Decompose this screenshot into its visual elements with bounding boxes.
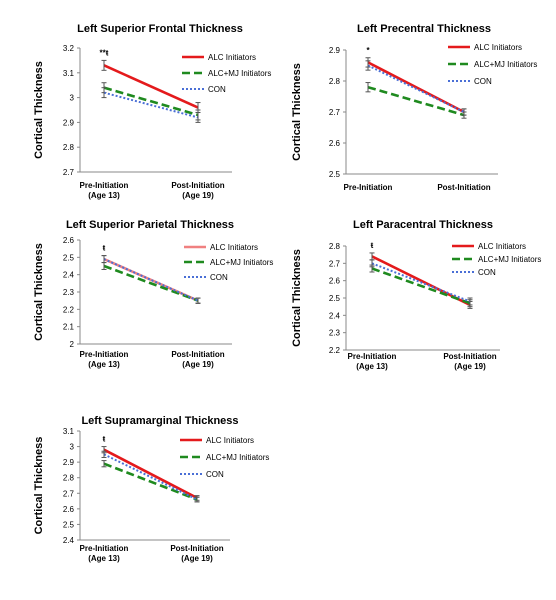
chart-2-y-tick-label: 2.8	[329, 77, 341, 86]
chart-4-series-line-2	[371, 267, 471, 305]
chart-1-legend-label-3: CON	[208, 85, 226, 94]
chart-2-legend-label-2: ALC+MJ Initiators	[474, 60, 537, 69]
chart-3-x-tick-label: Post-Initiation (Age 19)	[171, 350, 224, 369]
chart-2-y-tick-label: 2.7	[329, 108, 341, 117]
chart-panel-4: Left Paracentral Thickness Cortical Thick…	[291, 219, 541, 371]
chart-3-y-tick-label: 2	[70, 340, 75, 349]
chart-4-legend-label-2: ALC+MJ Initiators	[478, 255, 541, 264]
chart-1-y-tick-label: 2.8	[63, 143, 75, 152]
chart-3-title: Left Superior Parietal Thickness	[66, 219, 234, 231]
chart-1-legend-label-1: ALC Initiators	[208, 53, 256, 62]
chart-5-y-tick-label: 2.4	[63, 536, 75, 545]
chart-2-y-tick-label: 2.5	[329, 170, 341, 179]
chart-3-series-line-3	[103, 258, 199, 302]
chart-3-x-tick-label: Pre-Initiation (Age 13)	[80, 350, 129, 369]
chart-5-series-line-3	[103, 453, 198, 501]
chart-5-series-line-2	[103, 462, 198, 501]
chart-5-y-tick-label: 2.6	[63, 505, 75, 514]
chart-1-y-tick-label: 3	[70, 94, 75, 103]
chart-5-x-tick-label: Post-Initiation (Age 19)	[170, 544, 223, 563]
chart-1-series-line-3	[103, 91, 199, 119]
chart-3-y-tick-label: 2.3	[63, 288, 75, 297]
chart-panel-2: Left Precentral Thickness Cortical Thickn…	[291, 23, 537, 192]
chart-5-title: Left Supramarginal Thickness	[81, 415, 238, 427]
chart-4-y-tick-label: 2.7	[329, 259, 341, 268]
chart-3-significance-marker: ŧ	[103, 244, 106, 253]
chart-3-legend-label-2: ALC+MJ Initiators	[210, 258, 273, 267]
chart-4-y-tick-label: 2.6	[329, 277, 341, 286]
chart-5-y-tick-label: 3.1	[63, 427, 75, 436]
chart-5-y-tick-label: 2.5	[63, 520, 75, 529]
chart-1-x-tick-label: Post-Initiation (Age 19)	[171, 181, 224, 200]
chart-2-ylabel: Cortical Thickness	[291, 63, 303, 161]
chart-4-y-tick-label: 2.5	[329, 294, 341, 303]
chart-5-y-tick-label: 3	[70, 443, 75, 452]
chart-2-series-line-1	[367, 61, 465, 114]
chart-4-legend-label-3: CON	[478, 268, 496, 277]
chart-2-y-tick-label: 2.9	[329, 46, 341, 55]
chart-2-x-tick-label: Post-Initiation	[437, 183, 490, 192]
chart-2-title: Left Precentral Thickness	[357, 23, 491, 35]
chart-1-legend-label-2: ALC+MJ Initiators	[208, 69, 271, 78]
chart-1-y-tick-label: 3.1	[63, 69, 75, 78]
chart-5-ylabel: Cortical Thickness	[33, 437, 45, 535]
chart-2-y-tick-label: 2.6	[329, 139, 341, 148]
chart-5-legend-label-2: ALC+MJ Initiators	[206, 453, 269, 462]
chart-5-y-tick-label: 2.8	[63, 474, 75, 483]
chart-1-ylabel: Cortical Thickness	[33, 61, 45, 159]
chart-4-significance-marker: ŧ	[371, 241, 374, 250]
chart-5-x-tick-label: Pre-Initiation (Age 13)	[80, 544, 129, 563]
chart-2-x-tick-label: Pre-Initiation	[344, 183, 393, 192]
chart-3-y-tick-label: 2.5	[63, 253, 75, 262]
chart-1-y-tick-label: 3.2	[63, 44, 75, 53]
chart-3-series-line-2	[103, 264, 199, 302]
chart-5-significance-marker: ŧ	[103, 435, 106, 444]
chart-1-series-line-1	[103, 64, 199, 109]
chart-3-legend-label-1: ALC Initiators	[210, 243, 258, 252]
chart-2-legend-label-3: CON	[474, 77, 492, 86]
chart-2-series-line-2	[367, 85, 465, 117]
chart-4-ylabel: Cortical Thickness	[291, 249, 303, 347]
chart-4-x-tick-label: Pre-Initiation (Age 13)	[348, 352, 397, 371]
chart-4-x-tick-label: Post-Initiation (Age 19)	[443, 352, 496, 371]
chart-2-legend-label-1: ALC Initiators	[474, 43, 522, 52]
chart-2-significance-marker: *	[366, 46, 370, 55]
chart-3-y-tick-label: 2.6	[63, 236, 75, 245]
chart-5-y-tick-label: 2.7	[63, 489, 75, 498]
chart-3-y-tick-label: 2.4	[63, 271, 75, 280]
chart-3-y-tick-label: 2.1	[63, 323, 75, 332]
chart-3-legend-label-3: CON	[210, 273, 228, 282]
chart-1-y-tick-label: 2.9	[63, 118, 75, 127]
chart-2-series-line-3	[367, 64, 465, 113]
chart-5-legend-label-3: CON	[206, 470, 224, 479]
chart-4-series-line-3	[371, 262, 471, 303]
chart-1-title: Left Superior Frontal Thickness	[77, 23, 243, 35]
chart-panel-1: Left Superior Frontal Thickness Cortical …	[33, 23, 271, 200]
chart-panel-3: Left Superior Parietal Thickness Cortical…	[33, 219, 273, 369]
chart-4-y-tick-label: 2.8	[329, 242, 341, 251]
chart-1-y-tick-label: 2.7	[63, 168, 75, 177]
chart-1-significance-marker: **ŧ	[100, 48, 109, 57]
chart-3-y-tick-label: 2.2	[63, 305, 75, 314]
chart-panel-5: Left Supramarginal Thickness Cortical Thi…	[33, 415, 269, 563]
chart-1-series-line-2	[103, 86, 199, 117]
chart-4-y-tick-label: 2.2	[329, 346, 341, 355]
chart-5-legend-label-1: ALC Initiators	[206, 436, 254, 445]
chart-5-series-line-1	[103, 448, 198, 500]
chart-4-legend-label-1: ALC Initiators	[478, 242, 526, 251]
chart-4-y-tick-label: 2.4	[329, 311, 341, 320]
chart-4-title: Left Paracentral Thickness	[353, 219, 493, 231]
chart-3-ylabel: Cortical Thickness	[33, 243, 45, 341]
chart-5-y-tick-label: 2.9	[63, 458, 75, 467]
chart-1-x-tick-label: Pre-Initiation (Age 13)	[80, 181, 129, 200]
chart-4-y-tick-label: 2.3	[329, 329, 341, 338]
